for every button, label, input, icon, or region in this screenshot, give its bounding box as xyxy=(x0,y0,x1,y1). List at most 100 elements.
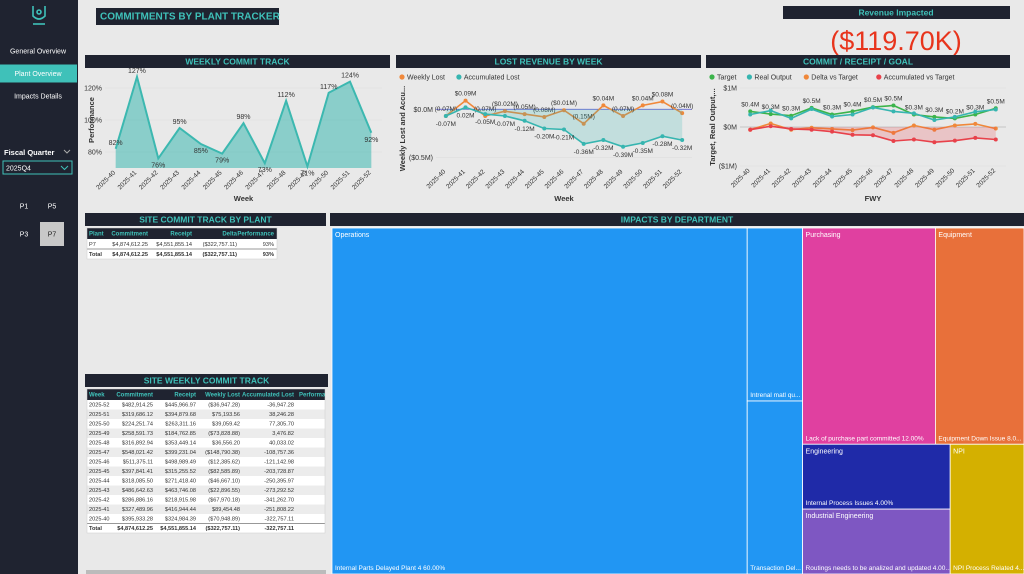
point xyxy=(973,109,978,114)
data-label: 0.02M xyxy=(456,112,474,119)
data-label: -0.05M xyxy=(475,119,495,126)
table-row xyxy=(87,249,277,259)
data-label: 82% xyxy=(109,140,123,147)
table-cell: 2025-50 xyxy=(89,422,110,428)
table-cell: 38,246.28 xyxy=(269,412,294,418)
point xyxy=(932,140,937,145)
treemap-tile[interactable] xyxy=(331,227,748,574)
point xyxy=(768,124,773,129)
treemap-tile[interactable] xyxy=(802,227,936,445)
point xyxy=(871,125,875,130)
legend-marker xyxy=(876,74,882,80)
table-cell: $397,841.41 xyxy=(122,469,153,475)
treemap-tile[interactable] xyxy=(746,400,803,574)
table-cell: $36,556.20 xyxy=(212,441,240,447)
point xyxy=(660,134,665,139)
table: Week Commitment Receipt Weekly Lost Accumula… xyxy=(87,393,325,533)
point xyxy=(581,141,586,146)
point xyxy=(789,126,794,131)
table-cell: $4,874,612.25 xyxy=(112,252,148,258)
x-axis-title: FWY xyxy=(865,194,882,203)
filter-chevron xyxy=(63,149,71,154)
table-cell: 3,476.82 xyxy=(272,431,294,437)
treemap-tile[interactable] xyxy=(935,227,1024,445)
table-cell: -250,395.97 xyxy=(264,479,294,485)
table-cell: $353,449.14 xyxy=(165,441,196,447)
point xyxy=(871,133,875,138)
table-cell: ($36,947.28) xyxy=(208,403,240,409)
data-label: (0.08M) xyxy=(533,107,555,114)
table-cell: $218,915.98 xyxy=(165,498,196,504)
column-header: Plant xyxy=(89,232,104,238)
section-header xyxy=(85,374,328,387)
point xyxy=(621,144,626,149)
scrollbar[interactable] xyxy=(86,570,326,574)
table-row xyxy=(87,457,325,467)
nav-item[interactable]: General Overview xyxy=(10,49,67,56)
data-label: (0.07M) xyxy=(474,106,496,113)
legend-label: Weekly Lost xyxy=(407,75,445,82)
table-row xyxy=(87,504,325,514)
table-cell: $39,059.42 xyxy=(212,422,240,428)
table-cell: ($12,385.62) xyxy=(208,460,240,466)
legend-label: Accumulated vs Target xyxy=(884,75,955,82)
table-cell: $416,944.44 xyxy=(165,507,196,513)
treemap-tile[interactable] xyxy=(746,227,803,402)
table-cell: 2025-45 xyxy=(89,469,110,475)
data-label: $0.3M xyxy=(905,105,923,112)
point xyxy=(542,126,547,131)
nav-item[interactable]: Impacts Details xyxy=(14,94,62,101)
legend-label: Accumulated Lost xyxy=(464,75,520,82)
data-label: $0.04M xyxy=(632,95,654,102)
table-row xyxy=(87,476,325,486)
plant-button[interactable]: P5 xyxy=(48,204,57,211)
data-label: $0.3M xyxy=(782,106,800,113)
table-cell: ($67,970.18) xyxy=(208,498,240,504)
department-label: Equipment xyxy=(938,232,972,239)
point xyxy=(871,105,875,110)
table-cell: 2025-42 xyxy=(89,498,110,504)
department-label: Purchasing xyxy=(806,232,841,239)
table-cell: 2025-43 xyxy=(89,488,110,494)
point xyxy=(443,113,448,118)
table-cell: -203,728.87 xyxy=(264,469,294,475)
table-header-row xyxy=(87,228,277,239)
area xyxy=(115,76,372,168)
section-title: LOST REVENUE BY WEEK xyxy=(495,57,604,67)
table-cell: 2025-44 xyxy=(89,479,110,485)
area xyxy=(445,107,683,147)
table-row xyxy=(87,485,325,495)
point xyxy=(891,130,896,135)
point xyxy=(809,107,814,112)
y-tick-label: $0.0M xyxy=(414,107,434,114)
column-header: Receipt xyxy=(174,393,196,399)
point xyxy=(680,138,685,143)
table-cell: $445,966.97 xyxy=(165,403,196,409)
plant-button[interactable]: P7 xyxy=(48,232,57,239)
section-title: WEEKLY COMMIT TRACK xyxy=(185,57,290,67)
data-label: -0.07M xyxy=(436,121,456,128)
treemap-tile[interactable] xyxy=(949,443,1024,574)
y-axis-title: Weekly Lost and Accu... xyxy=(398,86,407,171)
table-cell: 2025-40 xyxy=(89,517,110,523)
table-cell: ($46,667.10) xyxy=(208,479,240,485)
point xyxy=(830,129,835,134)
table-cell: ($70,948.89) xyxy=(208,517,240,523)
plant-button[interactable]: P3 xyxy=(20,232,29,239)
table-cell: $258,591.73 xyxy=(122,431,153,437)
filter-value: 2025Q4 xyxy=(6,166,31,173)
point xyxy=(522,118,527,123)
legend-label: Target xyxy=(717,75,737,82)
point xyxy=(911,137,916,142)
table-row xyxy=(87,438,325,448)
legend-marker xyxy=(803,74,809,80)
plant-button[interactable]: P1 xyxy=(20,204,29,211)
table-cell: 2025-52 xyxy=(89,403,110,409)
filter-dropdown[interactable] xyxy=(2,160,73,175)
nav-item[interactable]: Plant Overview xyxy=(14,71,62,78)
kpi-bar xyxy=(783,6,1010,19)
department-label: Industrial Engineering xyxy=(806,513,874,520)
data-label: 85% xyxy=(194,148,208,155)
